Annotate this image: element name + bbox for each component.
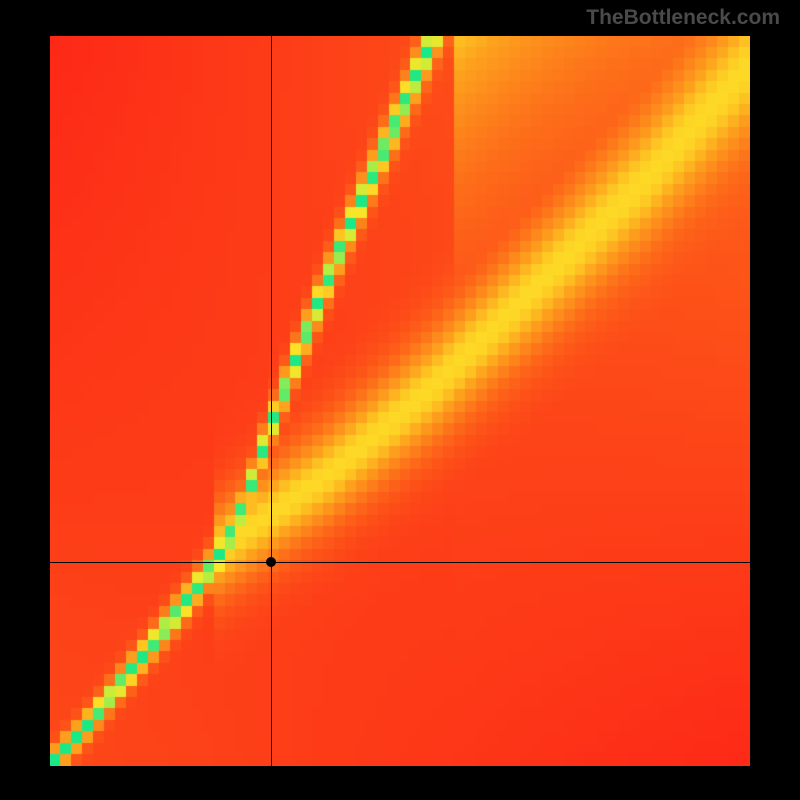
crosshair-horizontal — [50, 562, 750, 563]
watermark-text: TheBottleneck.com — [586, 6, 780, 30]
selection-marker — [266, 557, 276, 567]
heatmap-plot — [50, 36, 750, 766]
heatmap-canvas — [50, 36, 750, 766]
crosshair-vertical — [271, 36, 272, 766]
